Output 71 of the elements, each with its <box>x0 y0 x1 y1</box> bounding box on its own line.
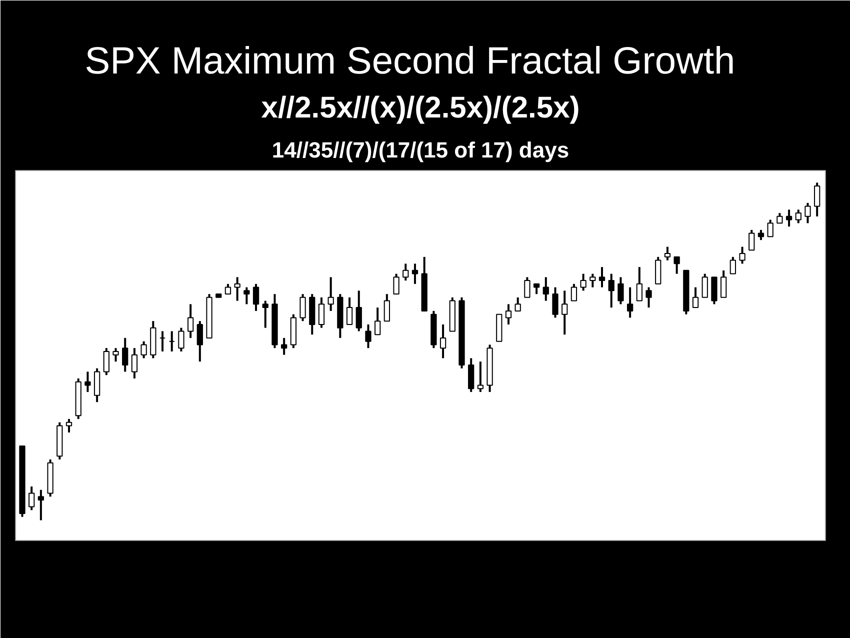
candlestick <box>384 293 390 322</box>
candlestick <box>598 266 606 288</box>
candlestick <box>776 212 783 224</box>
candlestick <box>739 246 746 265</box>
candlestick <box>646 286 652 309</box>
candlestick <box>66 418 72 434</box>
candlestick <box>814 182 820 218</box>
candlestick <box>440 323 446 360</box>
candlestick <box>711 276 718 306</box>
candlestick <box>674 256 680 275</box>
candlestick <box>159 330 166 352</box>
candlestick <box>234 276 240 302</box>
candlestick <box>365 323 372 350</box>
candlestick <box>140 340 147 360</box>
candlestick <box>533 282 540 296</box>
candlestick <box>758 228 764 242</box>
candlestick <box>748 228 755 252</box>
candlestick <box>374 306 381 336</box>
candlestick <box>542 276 549 302</box>
candlestick <box>580 272 586 292</box>
candlestick <box>702 272 708 298</box>
candlestick <box>468 357 474 393</box>
candlestick <box>477 360 484 393</box>
candlestick <box>112 347 119 363</box>
candlestick <box>664 246 671 262</box>
candlestick <box>28 485 35 512</box>
candlestick <box>720 269 727 298</box>
candlestick <box>38 488 44 522</box>
candlestick <box>636 266 642 302</box>
chart-title: SPX Maximum Second Fractal Growth <box>84 40 736 82</box>
candlestick <box>505 303 512 326</box>
candlestick <box>346 296 353 326</box>
candlestick <box>187 303 194 339</box>
candlestick <box>103 347 110 376</box>
candlestick <box>196 320 203 363</box>
candlestick <box>244 286 250 306</box>
candlestick <box>224 282 232 296</box>
candlestick <box>804 202 811 224</box>
candlestick <box>626 286 634 319</box>
candlestick <box>590 272 596 288</box>
candlestick <box>178 326 184 352</box>
candlestick <box>795 208 802 224</box>
candlestick <box>570 282 578 302</box>
candlestick <box>84 370 91 393</box>
candlestick <box>767 218 774 238</box>
candlestick <box>131 347 138 380</box>
candlestick <box>618 276 624 306</box>
candlestick <box>318 296 325 329</box>
candlestick <box>356 290 362 332</box>
candlestick <box>524 276 530 298</box>
candlestick <box>280 336 288 356</box>
candlestick <box>94 367 100 404</box>
text: 14//35//(7)/(17/(15 of 17) days <box>272 138 570 162</box>
candlestick <box>730 256 736 275</box>
candlestick <box>786 208 792 228</box>
candlestick <box>328 276 334 312</box>
candlestick <box>608 272 614 309</box>
candlestick <box>168 330 175 352</box>
chart-subtitle: x//2.5x//(x)/(2.5x)/(2.5x) <box>261 92 580 124</box>
candlestick <box>655 256 662 285</box>
candlestick <box>552 286 558 319</box>
candlestick <box>300 293 306 322</box>
candlestick <box>262 300 268 329</box>
candlestick <box>122 336 128 373</box>
candlestick <box>692 286 699 309</box>
candlestick <box>402 262 409 282</box>
candlestick <box>514 296 521 312</box>
candlestick <box>412 262 418 285</box>
candlestick <box>252 282 260 312</box>
candlestick <box>562 290 568 336</box>
candlestick <box>393 272 400 296</box>
